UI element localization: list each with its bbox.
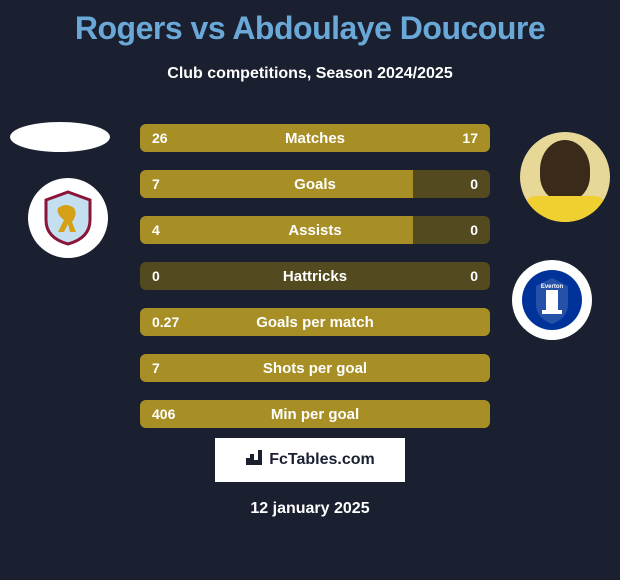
stat-value-right: 17 [462, 124, 478, 152]
stat-row: 0.27Goals per match [140, 308, 490, 336]
stat-row: 406Min per goal [140, 400, 490, 428]
stat-value-right: 0 [470, 262, 478, 290]
stat-label: Shots per goal [140, 354, 490, 382]
subtitle: Club competitions, Season 2024/2025 [0, 65, 620, 83]
page-title: Rogers vs Abdoulaye Doucoure [0, 0, 620, 47]
player1-photo [10, 122, 110, 152]
stat-label: Assists [140, 216, 490, 244]
player2-photo [520, 132, 610, 222]
stat-row: 7Goals0 [140, 170, 490, 198]
everton-crest-icon: Everton [520, 268, 584, 332]
stat-value-right: 0 [470, 170, 478, 198]
player2-head-placeholder [540, 140, 590, 200]
stat-value-right: 0 [470, 216, 478, 244]
fctables-branding: FcTables.com [215, 438, 405, 482]
stat-label: Goals per match [140, 308, 490, 336]
player1-club-crest [28, 178, 108, 258]
stats-container: 26Matches177Goals04Assists00Hattricks00.… [140, 124, 490, 446]
stat-row: 0Hattricks0 [140, 262, 490, 290]
chart-icon [245, 449, 263, 472]
stat-label: Min per goal [140, 400, 490, 428]
player2-club-crest: Everton [512, 260, 592, 340]
player2-jersey-placeholder [525, 196, 605, 222]
stat-label: Goals [140, 170, 490, 198]
stat-label: Matches [140, 124, 490, 152]
stat-row: 26Matches17 [140, 124, 490, 152]
avfc-crest-icon [38, 188, 98, 248]
date-text: 12 january 2025 [0, 500, 620, 518]
stat-label: Hattricks [140, 262, 490, 290]
stat-row: 7Shots per goal [140, 354, 490, 382]
stat-row: 4Assists0 [140, 216, 490, 244]
svg-text:Everton: Everton [541, 284, 564, 290]
branding-text: FcTables.com [269, 451, 375, 469]
